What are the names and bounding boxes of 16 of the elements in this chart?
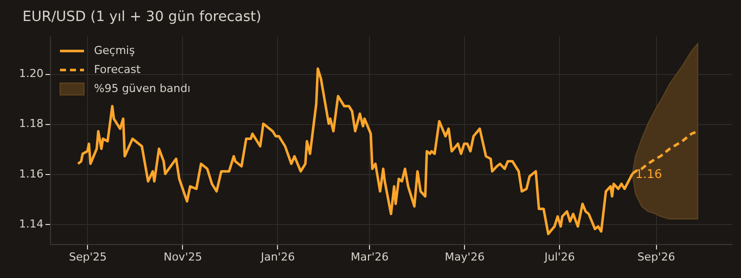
x-tick-label: Mar'26 [350, 250, 389, 264]
legend-label: Geçmiş [94, 44, 136, 57]
y-tick-label: 1.14 [19, 217, 44, 230]
x-tick-label: Jan'26 [260, 250, 295, 264]
x-tick-label: Jul'26 [544, 250, 575, 264]
y-tick-label: 1.20 [19, 67, 44, 80]
chart-title: EUR/USD (1 yıl + 30 gün forecast) [22, 9, 262, 25]
x-tick-label: Sep'25 [68, 250, 107, 264]
y-tick-label: 1.18 [19, 117, 44, 130]
legend-label: %95 güven bandı [94, 82, 190, 95]
legend-label: Forecast [94, 63, 142, 76]
x-tick-label: Nov'25 [164, 250, 202, 264]
x-tick-label: Sep'26 [637, 250, 676, 264]
x-tick-label: May'26 [444, 250, 485, 264]
y-tick-label: 1.16 [19, 167, 44, 180]
annotation: 1.16 [635, 166, 662, 181]
